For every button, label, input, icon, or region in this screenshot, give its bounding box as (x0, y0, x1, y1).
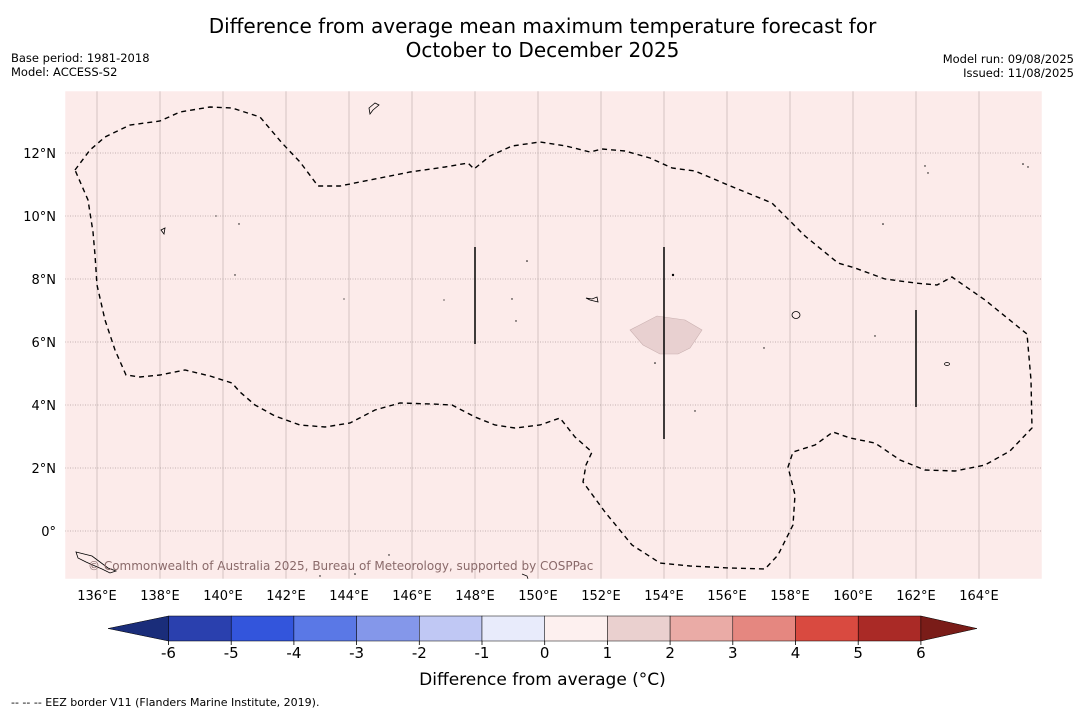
longitude-label: 154°E (644, 589, 684, 604)
colorbar-bin (544, 615, 608, 642)
colorbar-tick-label: 4 (791, 644, 801, 662)
latitude-label: 2°N (32, 462, 57, 477)
issued-date: Issued: 11/08/2025 (963, 66, 1074, 80)
map-frame (64, 90, 1043, 580)
colorbar-tick-label: 2 (665, 644, 675, 662)
longitude-labels: 136°E 138°E 140°E 142°E 144°E 146°E 148°E 150°E… (77, 589, 999, 604)
island-dots (215, 163, 1029, 577)
meta-left: Base period: 1981-2018 Model: ACCESS-S2 (11, 51, 150, 79)
colorbar-ticks: -6 -5 -4 -3 -2 -1 0 1 2 3 4 5 6 (161, 641, 926, 662)
colorbar-tick-label: 5 (853, 644, 863, 662)
colorbar-tick-label: 6 (916, 644, 926, 662)
copyright-text: © Commonwealth of Australia 2025, Bureau… (88, 559, 593, 573)
title-line-1: Difference from average mean maximum tem… (208, 14, 877, 38)
island-outline (791, 311, 801, 319)
colorbar-bin (356, 615, 420, 642)
latitude-label: 0° (41, 525, 56, 540)
longitude-label: 144°E (329, 589, 369, 604)
colorbar-bin (857, 615, 922, 642)
island-outline (585, 296, 599, 303)
longitude-label: 150°E (518, 589, 558, 604)
latitude-label: 6°N (32, 336, 57, 351)
colorbar-tick-label: -1 (475, 644, 490, 662)
latitude-label: 4°N (32, 399, 57, 414)
footnote: -- -- -- EEZ border V11 (Flanders Marine… (11, 696, 320, 709)
latitude-labels: 12°N 10°N 8°N 6°N 4°N 2°N 0° (23, 147, 56, 540)
colorbar-bin (607, 615, 671, 642)
latitude-label: 12°N (23, 147, 56, 162)
colorbar (107, 615, 978, 642)
meta-right: Model run: 09/08/2025 Issued: 11/08/2025 (943, 52, 1074, 80)
longitude-label: 164°E (959, 589, 999, 604)
title-line-2: October to December 2025 (405, 38, 680, 62)
map-panel (65, 91, 1042, 579)
longitude-label: 142°E (266, 589, 306, 604)
base-period: Base period: 1981-2018 (11, 51, 150, 65)
anomaly-region (629, 315, 703, 355)
islands (75, 102, 950, 580)
colorbar-tick-label: 3 (728, 644, 738, 662)
longitude-label: 162°E (896, 589, 936, 604)
model-name: Model: ACCESS-S2 (11, 65, 118, 79)
map-title: Difference from average mean maximum tem… (0, 14, 1085, 62)
longitude-label: 138°E (140, 589, 180, 604)
colorbar-tick-label: -6 (161, 644, 176, 662)
latitude-label: 10°N (23, 210, 56, 225)
colorbar-tick-label: -2 (412, 644, 427, 662)
colorbar-bin (481, 615, 545, 642)
island-outline (160, 227, 166, 235)
colorbar-bin (795, 615, 859, 642)
island-outline (944, 362, 950, 366)
longitude-label: 158°E (770, 589, 810, 604)
model-run: Model run: 09/08/2025 (942, 52, 1074, 66)
longitude-label: 152°E (581, 589, 621, 604)
colorbar-tick-label: -4 (286, 644, 301, 662)
longitude-label: 140°E (203, 589, 243, 604)
colorbar-bin (230, 615, 295, 642)
colorbar-under-arrow (107, 615, 169, 642)
colorbar-bin (669, 615, 734, 642)
latitude-label: 8°N (32, 273, 57, 288)
longitude-label: 156°E (707, 589, 747, 604)
island-outline (521, 573, 529, 580)
island-outline (368, 102, 380, 115)
colorbar-tick-label: -3 (349, 644, 364, 662)
eez-border (74, 106, 1033, 570)
longitude-label: 160°E (833, 589, 873, 604)
colorbar-label: Difference from average (°C) (419, 670, 666, 690)
graticule (65, 91, 1042, 579)
colorbar-bin (293, 615, 357, 642)
island-outline (75, 551, 118, 574)
colorbar-tick-label: 0 (540, 644, 550, 662)
colorbar-tick-label: -5 (224, 644, 239, 662)
longitude-label: 148°E (455, 589, 495, 604)
colorbar-over-arrow (920, 615, 978, 642)
colorbar-bin (419, 615, 483, 642)
longitude-label: 136°E (77, 589, 117, 604)
colorbar-tick-label: 1 (603, 644, 613, 662)
longitude-label: 146°E (392, 589, 432, 604)
colorbar-bin (168, 615, 232, 642)
colorbar-bin (732, 615, 796, 642)
